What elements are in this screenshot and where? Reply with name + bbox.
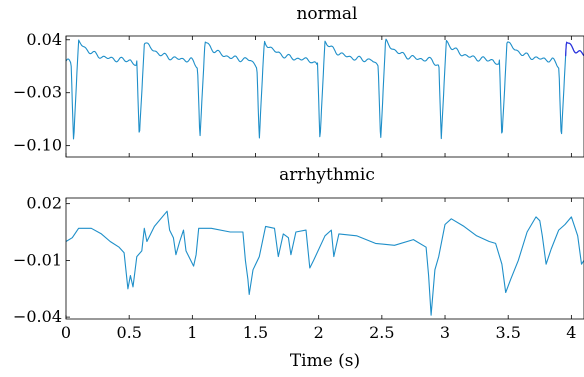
panel-arrhythmic: arrhythmic 0.02 −0.01 −0.04 0 0.5 1 1.5 2 2.5 3 3… (13, 165, 584, 371)
x-tick-label: 1 (187, 323, 197, 342)
panel-title-arrhythmic: arrhythmic (279, 165, 375, 185)
x-tick-label: 1.5 (243, 323, 268, 342)
y-axis-normal: 0.04 −0.03 −0.10 (13, 30, 70, 155)
series-line (65, 38, 584, 140)
x-tick-label: 2.5 (369, 323, 394, 342)
y-tick-label: −0.04 (13, 307, 62, 326)
y-tick-label: 0.02 (26, 194, 62, 213)
series-line-overlay (565, 41, 584, 57)
y-tick-label: −0.01 (13, 250, 62, 269)
x-tick-label: 0 (61, 323, 71, 342)
y-axis-arrhythmic: 0.02 −0.01 −0.04 (13, 194, 70, 326)
y-tick-label: −0.03 (13, 83, 62, 102)
panel-title-normal: normal (296, 4, 357, 24)
panel-normal: normal 0.04 −0.03 −0.10 (13, 4, 584, 158)
x-tick-label: 0.5 (116, 323, 141, 342)
x-tick-label: 3.5 (495, 323, 520, 342)
y-tick-label: 0.04 (26, 30, 62, 49)
x-tick-label: 4 (566, 323, 576, 342)
series-lines-arrhythmic (65, 210, 584, 316)
plot-frame-arrhythmic (65, 197, 584, 320)
series-line (65, 210, 584, 316)
y-tick-label: −0.10 (13, 136, 62, 155)
series-lines-normal (65, 38, 584, 140)
x-tick-label: 3 (440, 323, 450, 342)
x-axis-label: Time (s) (290, 351, 360, 371)
x-axis-normal (65, 36, 572, 157)
x-tick-label: 2 (314, 323, 324, 342)
plot-frame-normal (65, 35, 584, 158)
x-axis-arrhythmic: 0 0.5 1 1.5 2 2.5 3 3.5 4 (61, 198, 576, 342)
